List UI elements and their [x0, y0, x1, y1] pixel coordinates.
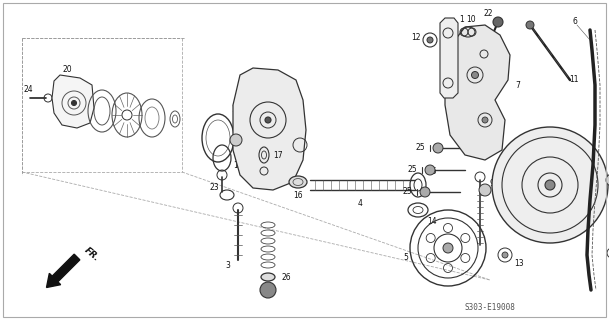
Circle shape — [479, 184, 491, 196]
Text: 16: 16 — [293, 191, 303, 201]
Text: 22: 22 — [484, 10, 493, 19]
Polygon shape — [52, 75, 94, 128]
Text: 6: 6 — [572, 18, 577, 27]
Text: 9: 9 — [490, 179, 495, 188]
Circle shape — [265, 117, 271, 123]
Text: 15: 15 — [427, 166, 437, 175]
Text: 10: 10 — [466, 15, 476, 25]
Text: 25: 25 — [402, 188, 412, 196]
Text: 23: 23 — [209, 182, 219, 191]
Text: 20: 20 — [62, 65, 72, 74]
Circle shape — [502, 252, 508, 258]
Circle shape — [230, 134, 242, 146]
Circle shape — [260, 282, 276, 298]
Text: 11: 11 — [569, 76, 579, 84]
Polygon shape — [440, 18, 458, 98]
Circle shape — [471, 71, 479, 78]
Text: 1: 1 — [460, 15, 465, 25]
Ellipse shape — [289, 176, 307, 188]
Polygon shape — [233, 68, 306, 190]
Text: 12: 12 — [411, 33, 421, 42]
Circle shape — [545, 180, 555, 190]
Text: 25: 25 — [407, 165, 417, 174]
Text: 24: 24 — [23, 85, 33, 94]
Circle shape — [433, 143, 443, 153]
Circle shape — [71, 100, 77, 106]
Text: 26: 26 — [281, 273, 291, 282]
Circle shape — [482, 117, 488, 123]
Text: 18: 18 — [233, 162, 243, 171]
Circle shape — [606, 174, 609, 186]
Circle shape — [526, 21, 534, 29]
Text: 17: 17 — [273, 150, 283, 159]
Text: 25: 25 — [415, 143, 425, 153]
Text: 4: 4 — [357, 198, 362, 207]
Text: 14: 14 — [427, 218, 437, 227]
Ellipse shape — [261, 273, 275, 281]
Circle shape — [425, 165, 435, 175]
FancyArrow shape — [46, 254, 80, 287]
Circle shape — [427, 37, 433, 43]
Text: 7: 7 — [516, 81, 521, 90]
Text: 3: 3 — [225, 260, 230, 269]
Circle shape — [492, 127, 608, 243]
Text: S303-E19008: S303-E19008 — [465, 303, 515, 313]
Circle shape — [493, 17, 503, 27]
Circle shape — [443, 243, 453, 253]
Circle shape — [420, 187, 430, 197]
Text: FR.: FR. — [83, 245, 102, 263]
Polygon shape — [445, 25, 510, 160]
Text: 19: 19 — [231, 106, 241, 115]
Text: 5: 5 — [404, 253, 409, 262]
Text: 13: 13 — [514, 259, 524, 268]
